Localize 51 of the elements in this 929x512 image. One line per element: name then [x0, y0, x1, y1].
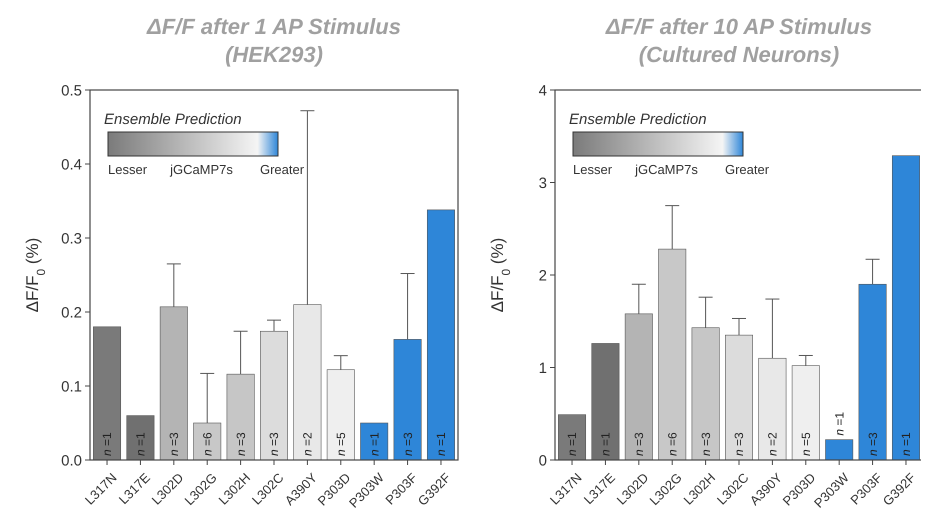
annotation: Lesser — [573, 162, 613, 177]
annotation: n =6 — [665, 432, 680, 456]
annotation: Lesser — [108, 162, 148, 177]
y-tick-label: 4 — [538, 82, 547, 100]
chart-title: ΔF/F after 10 AP Stimulus (Cultured Neurons) — [604, 14, 872, 67]
annotation: Greater — [724, 162, 770, 177]
annotation: n =3 — [234, 432, 248, 456]
chart-title: ΔF/F after 1 AP Stimulus (HEK293) — [146, 14, 401, 67]
legend-title: Ensemble Prediction — [104, 111, 242, 128]
y-tick-label: 0.3 — [61, 230, 82, 248]
y-tick-label: 0.1 — [61, 378, 82, 396]
annotation: n =1 — [100, 432, 114, 456]
bar — [93, 326, 122, 460]
legend-title: Ensemble Prediction — [569, 111, 707, 128]
annotation: n =1 — [565, 432, 580, 456]
annotation: Greater — [260, 162, 305, 177]
bar — [126, 415, 154, 460]
y-tick-label: 3 — [538, 174, 547, 192]
y-tick-label: 0.0 — [61, 452, 82, 470]
annotation: n =2 — [766, 432, 780, 456]
bar — [825, 439, 854, 460]
y-tick-label: 0.2 — [61, 304, 82, 322]
y-tick-label: 2 — [538, 267, 547, 284]
bar — [360, 422, 388, 460]
annotation: jGCaMP7s — [634, 162, 698, 177]
annotation: n =6 — [200, 432, 214, 456]
annotation: n =1 — [598, 432, 613, 456]
annotation: n =1 — [832, 412, 846, 436]
annotation: jGCaMP7s — [169, 162, 234, 177]
annotation: n =3 — [267, 432, 282, 456]
annotation: n =5 — [798, 432, 813, 456]
annotation: n =3 — [866, 432, 880, 456]
annotation: n =3 — [732, 432, 746, 456]
bar — [426, 210, 455, 460]
annotation: n =3 — [400, 432, 415, 456]
bar — [591, 343, 620, 460]
annotation: n =3 — [698, 432, 713, 456]
annotation: n =3 — [632, 432, 646, 456]
y-tick-label: 1 — [538, 360, 547, 377]
annotation: n =1 — [134, 432, 148, 456]
annotation: n =1 — [899, 432, 914, 456]
bar — [892, 155, 920, 460]
annotation: n =1 — [367, 432, 382, 456]
annotation: n =5 — [334, 432, 348, 456]
y-tick-label: 0.5 — [61, 82, 82, 100]
y-tick-label: 0.4 — [61, 156, 82, 174]
annotation: n =1 — [434, 432, 448, 456]
bar — [558, 414, 586, 460]
annotation: n =3 — [167, 432, 182, 456]
annotation: n =2 — [300, 432, 315, 456]
y-tick-label: 0 — [538, 452, 547, 470]
